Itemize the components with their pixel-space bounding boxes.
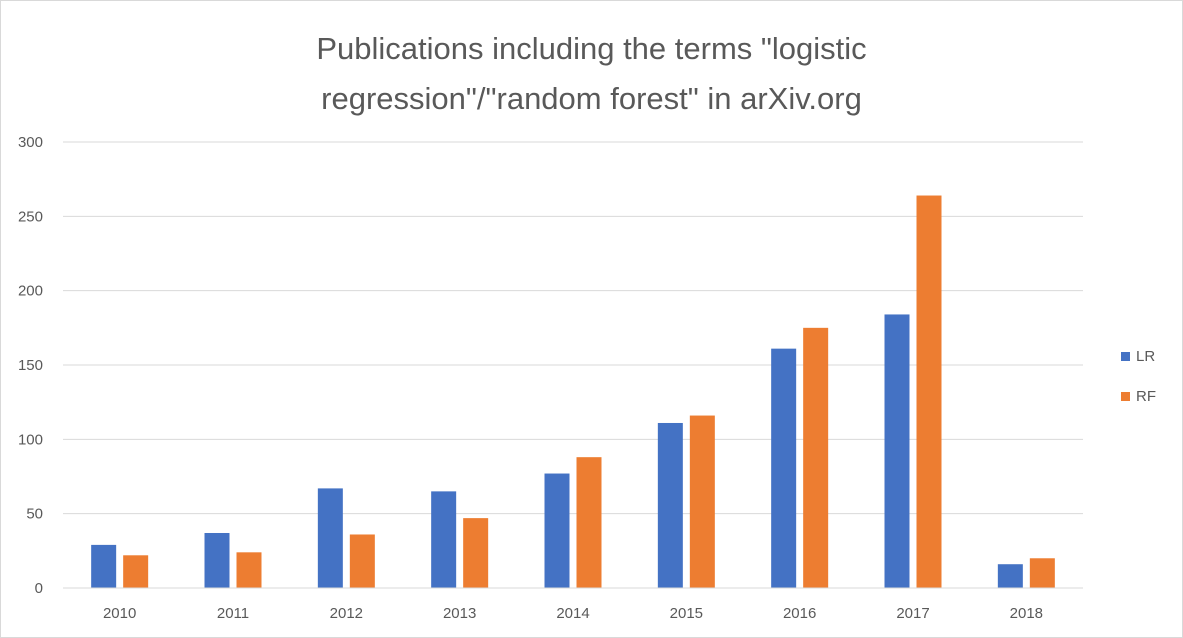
bar-rf-2015 xyxy=(689,415,715,588)
x-tick-label: 2010 xyxy=(103,605,136,622)
y-tick-label: 100 xyxy=(18,431,43,448)
x-tick-label: 2013 xyxy=(443,605,476,622)
x-tick-label: 2017 xyxy=(896,605,929,622)
x-tick-label: 2011 xyxy=(217,605,249,622)
legend-swatch-lr xyxy=(1121,351,1130,361)
y-tick-label: 50 xyxy=(26,506,43,523)
bar-lr-2015 xyxy=(657,422,683,588)
x-tick-label: 2012 xyxy=(330,605,363,622)
x-tick-label: 2014 xyxy=(556,605,589,622)
bar-lr-2011 xyxy=(204,532,230,588)
chart-title: Publications including the terms "logist… xyxy=(0,24,1183,124)
legend-item-rf: RF xyxy=(1121,386,1156,406)
chart-title-line-2: regression"/"random forest" in arXiv.org xyxy=(321,81,862,116)
bar-rf-2011 xyxy=(236,552,262,588)
chart-legend: LR RF xyxy=(1121,346,1156,426)
legend-item-lr: LR xyxy=(1121,346,1156,366)
bar-lr-2018 xyxy=(997,564,1023,588)
bar-lr-2014 xyxy=(544,473,570,588)
bar-rf-2012 xyxy=(349,534,375,588)
y-tick-label: 150 xyxy=(18,357,43,374)
x-tick-label: 2016 xyxy=(783,605,816,622)
y-tick-label: 250 xyxy=(18,208,43,225)
bar-lr-2013 xyxy=(431,491,457,588)
bar-lr-2016 xyxy=(771,348,797,588)
bar-rf-2018 xyxy=(1029,558,1055,588)
bar-rf-2010 xyxy=(123,555,149,588)
x-tick-label: 2018 xyxy=(1010,605,1043,622)
bar-rf-2014 xyxy=(576,457,602,588)
y-tick-label: 200 xyxy=(18,283,43,300)
bar-lr-2012 xyxy=(317,488,343,588)
legend-swatch-rf xyxy=(1121,391,1130,401)
bar-lr-2010 xyxy=(91,544,117,588)
x-tick-label: 2015 xyxy=(670,605,703,622)
y-tick-label: 0 xyxy=(35,580,43,597)
bar-rf-2017 xyxy=(916,195,942,588)
legend-label-lr: LR xyxy=(1136,347,1156,365)
y-tick-label: 300 xyxy=(18,134,43,151)
legend-label-rf: RF xyxy=(1136,387,1156,405)
bar-lr-2017 xyxy=(884,314,910,588)
bar-rf-2013 xyxy=(463,518,489,588)
bar-rf-2016 xyxy=(803,327,829,588)
chart-title-line-1: Publications including the terms "logist… xyxy=(316,31,867,66)
